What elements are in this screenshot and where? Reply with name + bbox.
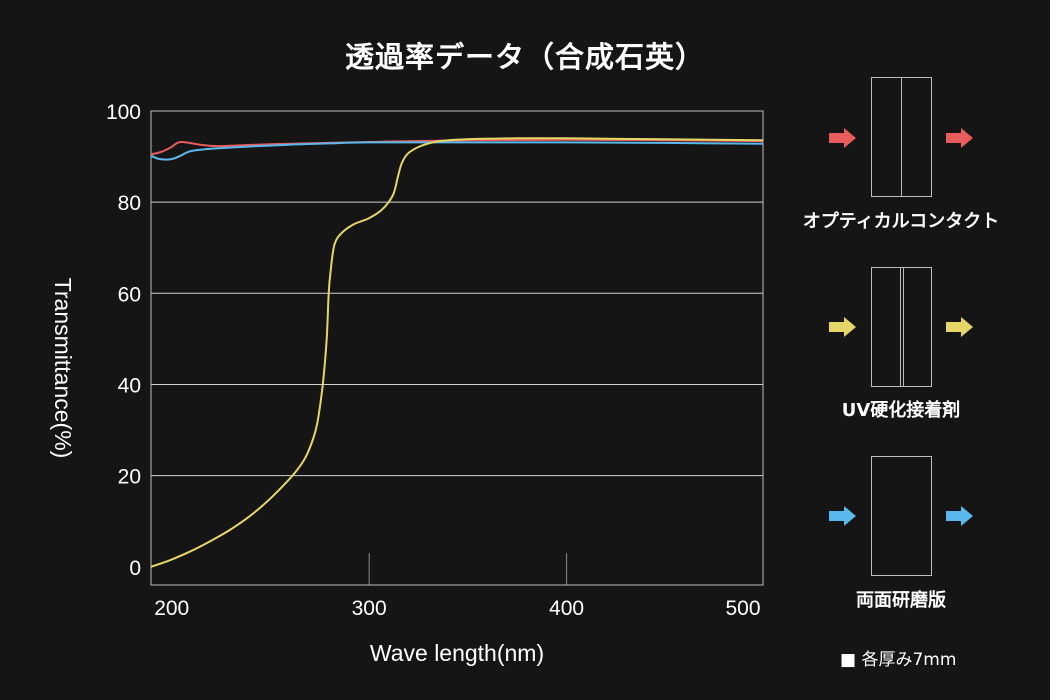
- panel-label-uv-adhesive: UV硬化接着剤: [841, 400, 961, 421]
- panel-label-double-polished: 両面研磨版: [856, 590, 946, 611]
- adhesive-line: [900, 268, 901, 386]
- x-axis-label: Wave length(nm): [370, 640, 544, 666]
- y-axis-label: Transmittance(%): [50, 278, 76, 459]
- x-tick-label: 300: [352, 597, 387, 620]
- double-polished-diagram: [871, 456, 932, 576]
- series-line: [150, 138, 764, 156]
- y-tick-label: 60: [118, 283, 141, 306]
- x-tick-label: 200: [154, 597, 189, 620]
- x-minor-ticks: [368, 553, 568, 585]
- arrow-icon: [946, 128, 973, 148]
- x-tick-label: 400: [549, 597, 584, 620]
- adhesive-line: [903, 268, 904, 386]
- arrow-icon: [946, 506, 973, 526]
- series-layer: [150, 137, 764, 568]
- grid-lines: [151, 201, 763, 477]
- thickness-note: ■ 各厚み7mm: [840, 650, 957, 670]
- y-tick-labels: 0 20 40 60 80 100: [106, 101, 141, 580]
- panel-label-optical-contact: オプティカルコンタクト: [802, 211, 1000, 232]
- arrow-icon: [946, 317, 973, 337]
- y-tick-label: 40: [118, 374, 141, 397]
- y-tick-label: 80: [118, 192, 141, 215]
- optical-contact-diagram: [871, 77, 932, 197]
- y-tick-label: 0: [129, 557, 141, 580]
- arrow-icon: [829, 506, 856, 526]
- y-tick-label: 20: [118, 466, 141, 489]
- contact-interface-line: [901, 78, 902, 196]
- plot-frame: [150, 110, 764, 586]
- y-tick-label: 100: [106, 101, 141, 124]
- uv-adhesive-diagram: [871, 267, 932, 387]
- series-line: [150, 141, 764, 161]
- series-line: [150, 137, 764, 568]
- x-tick-labels: 200 300 400 500: [154, 597, 760, 620]
- x-tick-label: 500: [725, 597, 760, 620]
- chart-title: 透過率データ（合成石英）: [344, 40, 705, 74]
- arrow-icon: [829, 317, 856, 337]
- arrow-icon: [829, 128, 856, 148]
